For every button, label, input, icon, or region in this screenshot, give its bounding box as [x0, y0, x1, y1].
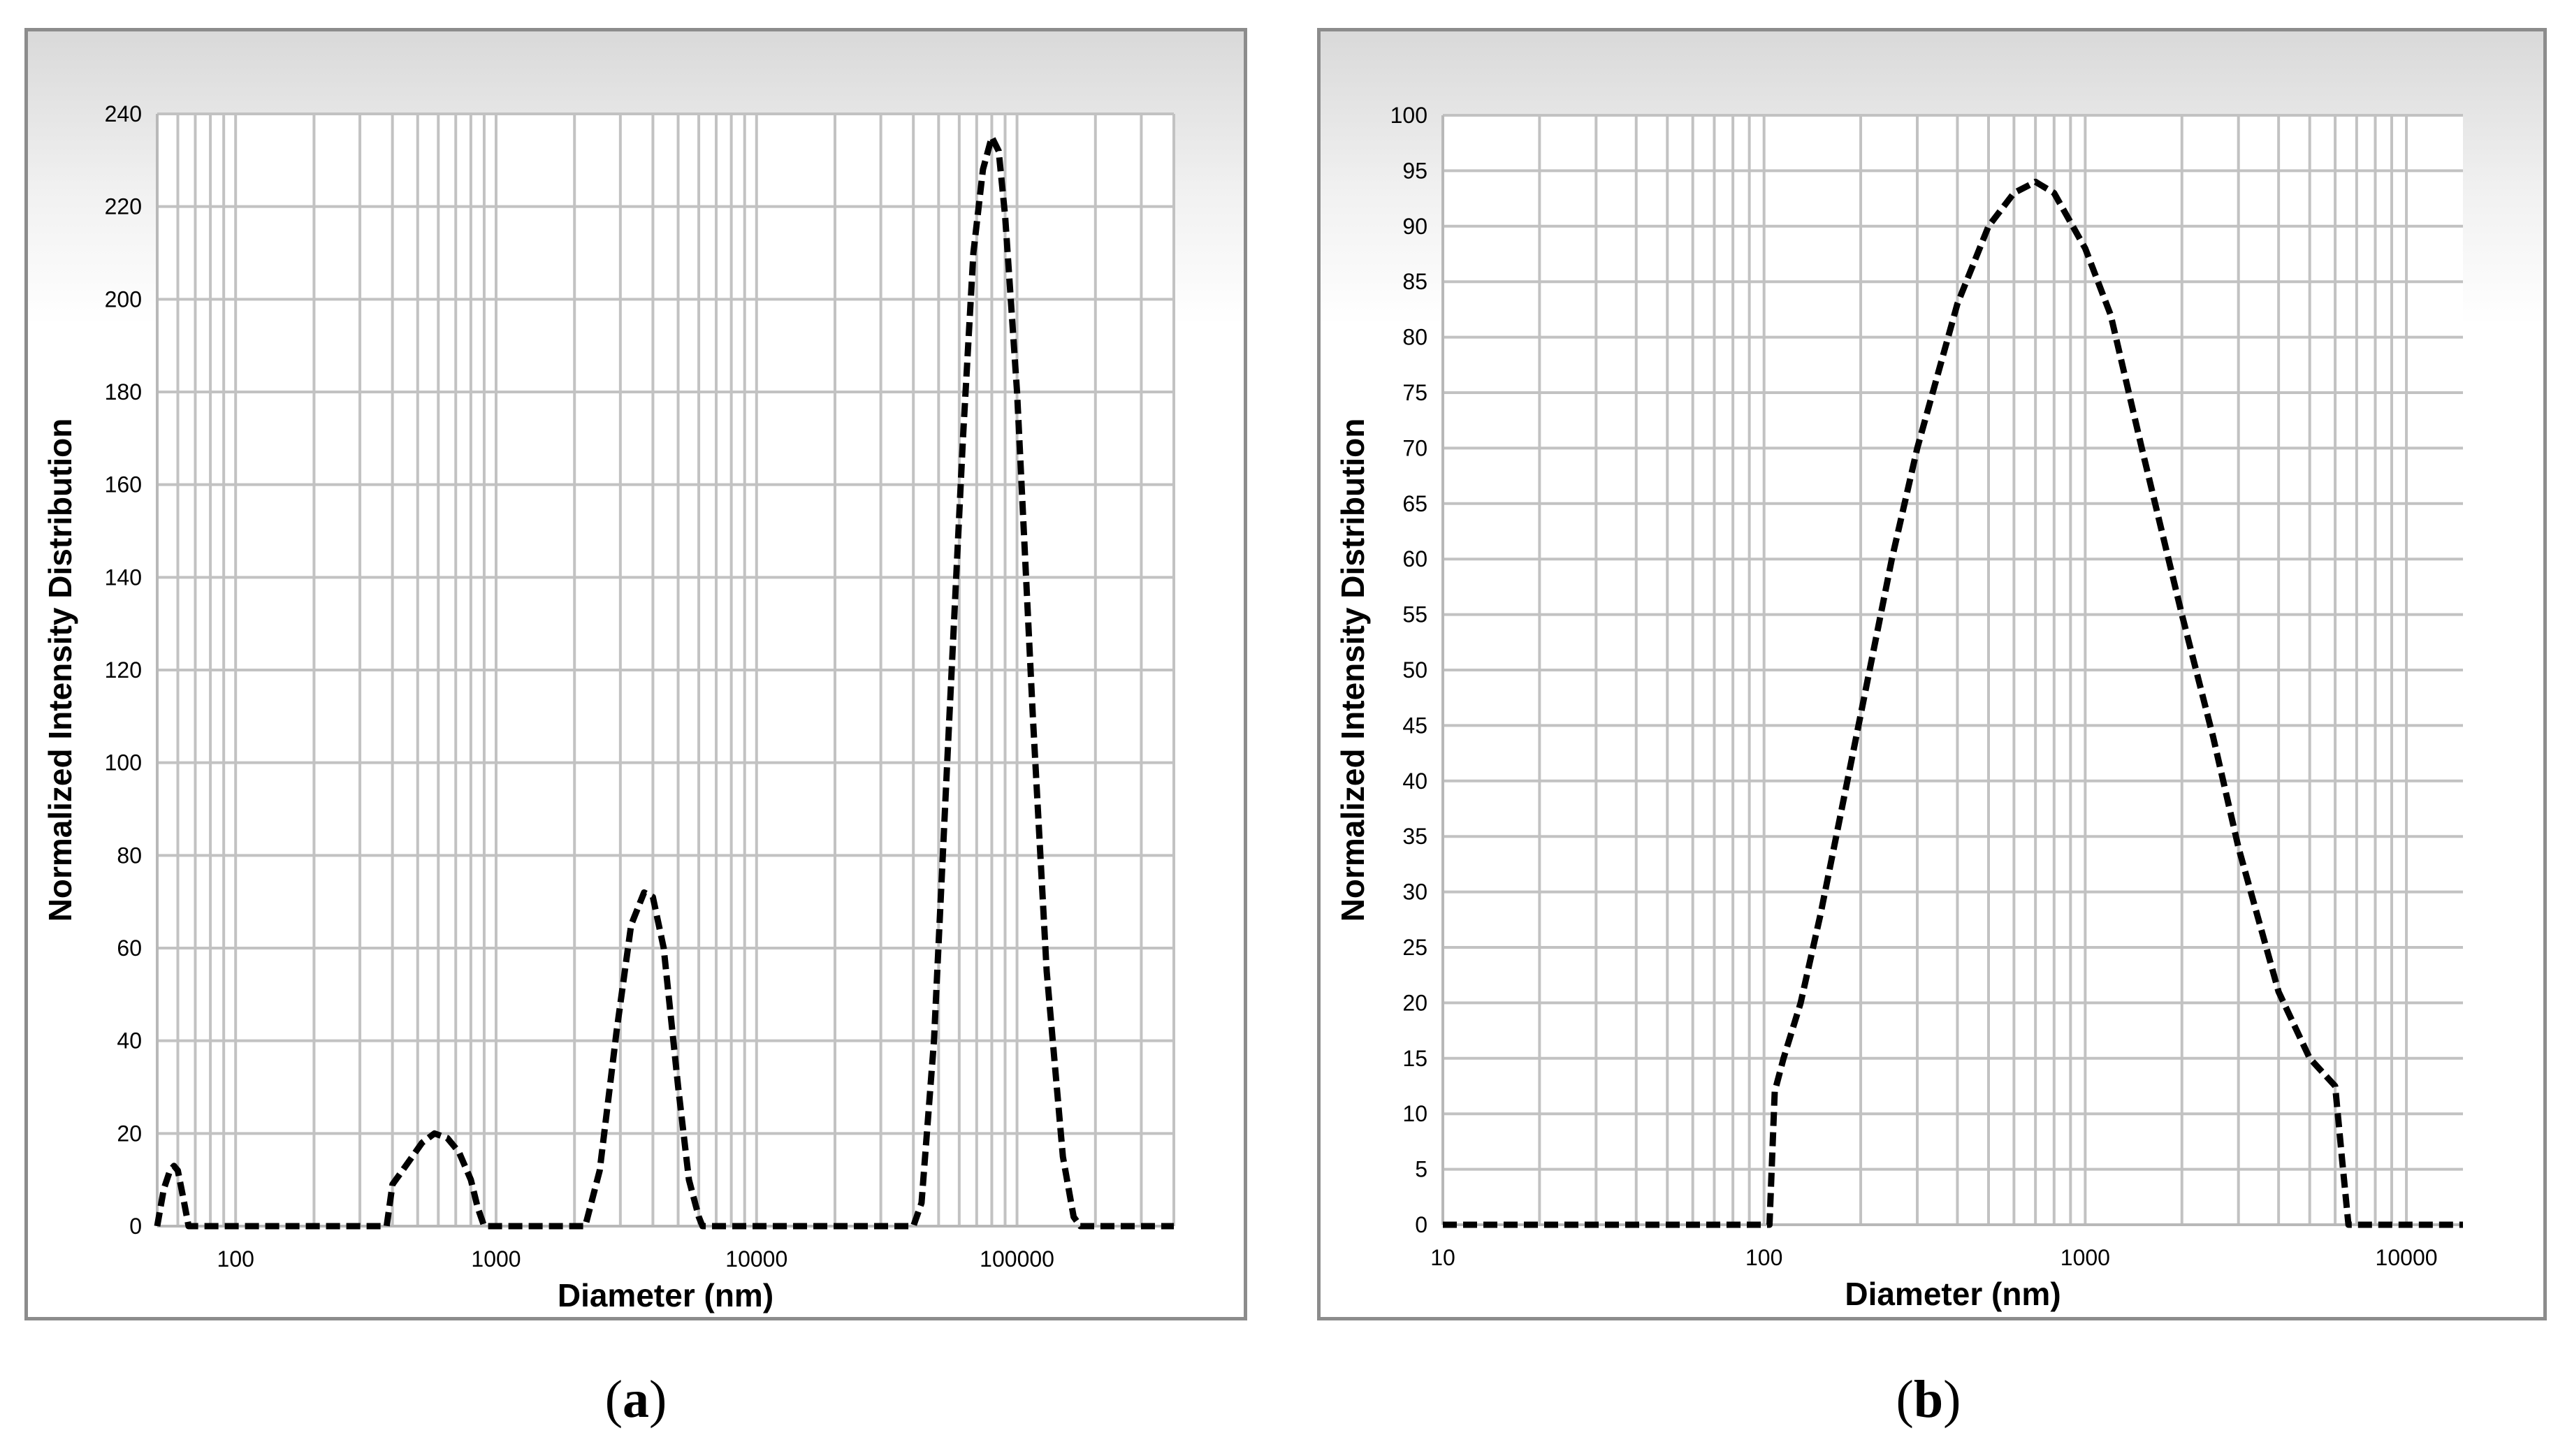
x-tick-label: 100 — [217, 1246, 254, 1272]
y-tick-label: 15 — [1402, 1046, 1427, 1071]
y-tick-label: 55 — [1402, 602, 1427, 627]
y-tick-label: 0 — [1415, 1212, 1427, 1237]
y-tick-label: 90 — [1402, 214, 1427, 239]
x-tick-label: 1000 — [2061, 1245, 2110, 1270]
x-tick-label: 10000 — [725, 1246, 787, 1272]
caption-b-letter: b — [1913, 1370, 1944, 1429]
y-axis-title: Normalized Intensity Distribution — [42, 418, 78, 922]
y-tick-label: 240 — [105, 101, 142, 126]
y-tick-label: 100 — [1390, 103, 1427, 128]
y-tick-label: 20 — [117, 1121, 142, 1146]
y-tick-label: 60 — [117, 936, 142, 961]
y-tick-label: 180 — [105, 379, 142, 405]
series-line — [154, 133, 1174, 1230]
y-tick-label: 30 — [1402, 880, 1427, 905]
x-tick-label: 1000 — [471, 1246, 521, 1272]
caption-a: (a) — [604, 1370, 667, 1429]
y-tick-label: 200 — [105, 286, 142, 312]
y-tick-label: 40 — [1402, 769, 1427, 794]
y-gridlines — [1443, 114, 2463, 1226]
y-tick-label: 0 — [129, 1214, 142, 1239]
y-tick-label: 5 — [1415, 1157, 1427, 1182]
x-axis-title: Diameter (nm) — [1845, 1276, 2061, 1312]
y-tick-label: 100 — [105, 750, 142, 776]
y-axis-title: Normalized Intensity Distribution — [1335, 418, 1371, 922]
y-tick-label: 50 — [1402, 657, 1427, 683]
series-line — [1443, 178, 2463, 1228]
y-tick-label: 35 — [1402, 824, 1427, 849]
y-tick-label: 120 — [105, 657, 142, 683]
y-tick-label: 160 — [105, 472, 142, 497]
chart-a: 0 20 40 60 80 100 120 140 160 180 200 220 240 100 1000… — [42, 101, 1175, 1313]
y-tick-label: 25 — [1402, 935, 1427, 960]
panel-b: 0 5 10 15 20 25 30 35 40 45 50 55 60 65 70 75 80 85 90 95 10… — [1317, 28, 2547, 1320]
panel-a: 0 20 40 60 80 100 120 140 160 180 200 220 240 100 1000… — [24, 28, 1247, 1320]
y-tick-label: 80 — [1402, 325, 1427, 350]
chart-b: 0 5 10 15 20 25 30 35 40 45 50 55 60 65 70 75 80 85 90 95 10… — [1335, 103, 2463, 1312]
y-tick-label: 80 — [117, 843, 142, 868]
x-tick-label: 100 — [1745, 1245, 1782, 1270]
x-tick-label: 10000 — [2376, 1245, 2438, 1270]
y-tick-label: 140 — [105, 565, 142, 590]
y-tick-label: 40 — [117, 1028, 142, 1054]
y-tick-label: 65 — [1402, 491, 1427, 516]
y-tick-label: 85 — [1402, 269, 1427, 294]
y-tick-label: 75 — [1402, 380, 1427, 405]
caption-b: (b) — [1896, 1370, 1961, 1429]
y-tick-label: 95 — [1402, 158, 1427, 183]
y-tick-label: 45 — [1402, 713, 1427, 738]
x-tick-label: 100000 — [980, 1246, 1054, 1272]
x-axis-title: Diameter (nm) — [558, 1277, 773, 1313]
x-tick-label: 10 — [1430, 1245, 1455, 1270]
y-tick-label: 10 — [1402, 1101, 1427, 1126]
y-tick-label: 70 — [1402, 435, 1427, 460]
y-tick-label: 20 — [1402, 990, 1427, 1015]
y-tick-label: 220 — [105, 194, 142, 219]
y-tick-label: 60 — [1402, 546, 1427, 572]
y-gridlines — [157, 112, 1174, 1228]
caption-a-letter: a — [623, 1370, 649, 1429]
